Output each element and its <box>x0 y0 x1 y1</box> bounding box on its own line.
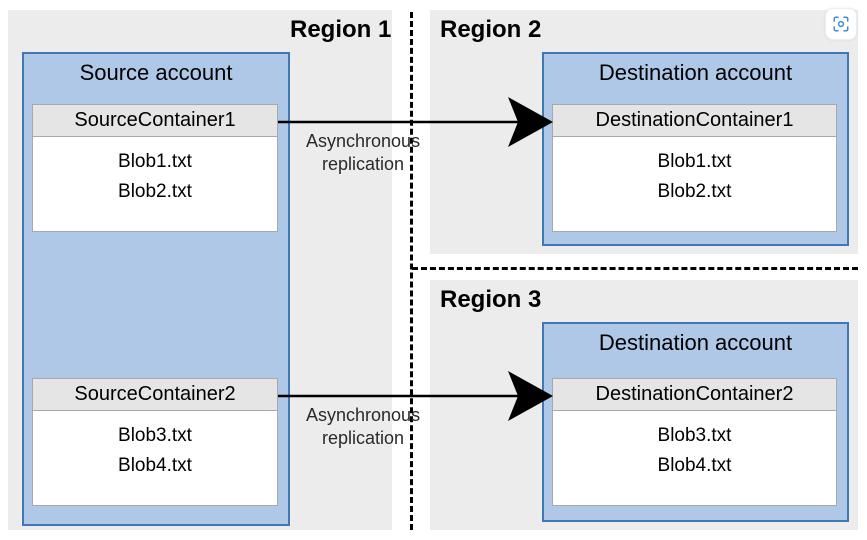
blob-item: Blob3.txt <box>553 421 836 451</box>
region-1-label: Region 1 <box>290 16 391 44</box>
destination-container-1: DestinationContainer1 Blob1.txtBlob2.txt <box>552 104 837 232</box>
edge-2-label-line1: Asynchronous <box>306 404 420 427</box>
blob-item: Blob2.txt <box>33 177 277 207</box>
blob-item: Blob4.txt <box>553 451 836 481</box>
blob-item: Blob2.txt <box>553 177 836 207</box>
blob-item: Blob1.txt <box>33 147 277 177</box>
diagram-canvas: Region 1 Region 2 Region 3 Source accoun… <box>0 0 867 540</box>
edge-2-label: Asynchronous replication <box>306 404 420 451</box>
source-container-1-head: SourceContainer1 <box>33 105 277 137</box>
source-container-1-blobs: Blob1.txtBlob2.txt <box>33 137 277 218</box>
edge-1-label-line1: Asynchronous <box>306 130 420 153</box>
blob-item: Blob1.txt <box>553 147 836 177</box>
destination-container-2: DestinationContainer2 Blob3.txtBlob4.txt <box>552 378 837 506</box>
source-container-2-blobs: Blob3.txtBlob4.txt <box>33 411 277 492</box>
blob-item: Blob4.txt <box>33 451 277 481</box>
zoom-button[interactable] <box>825 8 857 40</box>
source-container-2-head: SourceContainer2 <box>33 379 277 411</box>
region-2-label: Region 2 <box>440 16 541 44</box>
edge-1-label: Asynchronous replication <box>306 130 420 177</box>
destination-container-1-blobs: Blob1.txtBlob2.txt <box>553 137 836 218</box>
destination-account-1-label: Destination account <box>544 54 847 86</box>
blob-item: Blob3.txt <box>33 421 277 451</box>
divider-horizontal <box>412 267 858 270</box>
edge-1-label-line2: replication <box>306 153 420 176</box>
region-3-label: Region 3 <box>440 286 541 314</box>
source-account-label: Source account <box>24 54 288 86</box>
destination-container-2-blobs: Blob3.txtBlob4.txt <box>553 411 836 492</box>
destination-container-2-head: DestinationContainer2 <box>553 379 836 411</box>
source-container-1: SourceContainer1 Blob1.txtBlob2.txt <box>32 104 278 232</box>
destination-container-1-head: DestinationContainer1 <box>553 105 836 137</box>
edge-2-label-line2: replication <box>306 427 420 450</box>
source-container-2: SourceContainer2 Blob3.txtBlob4.txt <box>32 378 278 506</box>
destination-account-2-label: Destination account <box>544 324 847 356</box>
viewfinder-icon <box>832 15 850 33</box>
divider-vertical <box>410 12 413 530</box>
